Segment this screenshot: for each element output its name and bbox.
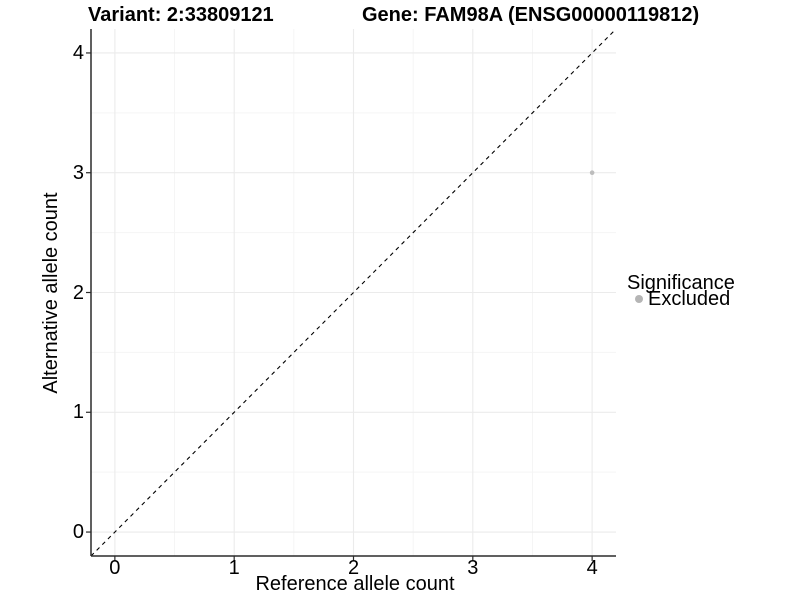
plot-title-gene: Gene: FAM98A (ENSG00000119812) — [362, 4, 700, 26]
identity-line — [90, 28, 617, 557]
y-tick-label: 1 — [72, 401, 84, 424]
plot-panel — [86, 28, 617, 561]
x-tick-label: 1 — [228, 557, 240, 579]
legend-point-icon — [635, 295, 643, 303]
plot-title-variant: Variant: 2:33809121 — [88, 4, 274, 26]
x-tick-label: 4 — [586, 557, 598, 579]
data-point — [589, 170, 595, 176]
y-tick-label: 4 — [72, 41, 84, 64]
legend-item-label: Excluded — [648, 288, 731, 310]
x-axis-title: Reference allele count — [255, 573, 455, 595]
legend-title: Significance — [627, 272, 735, 294]
x-tick-label: 3 — [467, 557, 479, 579]
x-tick-label: 0 — [109, 557, 121, 579]
x-tick-label: 2 — [347, 557, 360, 579]
y-tick-label: 3 — [72, 161, 84, 184]
y-tick-label: 0 — [72, 521, 84, 544]
y-tick-label: 2 — [72, 281, 84, 304]
